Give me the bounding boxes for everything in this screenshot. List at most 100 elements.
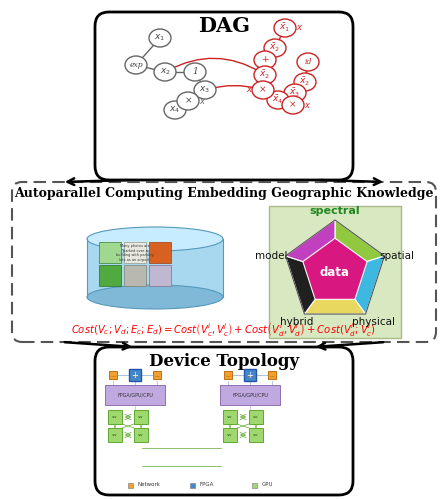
Text: physical: physical	[352, 317, 395, 327]
Text: sw: sw	[112, 415, 118, 419]
Bar	[109, 371, 117, 379]
Text: model: model	[255, 251, 288, 261]
Bar	[134, 428, 148, 442]
Text: sw: sw	[253, 433, 259, 437]
Bar	[131, 371, 139, 379]
Text: ×: ×	[259, 86, 267, 94]
Text: $\mathit{Cost}(V_c;V_d;E_c;E_d)=\mathit{Cost}\left(V_c^i,V_c^j\right)+\mathit{Co: $\mathit{Cost}(V_c;V_d;E_c;E_d)=\mathit{…	[72, 320, 376, 338]
Text: FPGA/GPU/CPU: FPGA/GPU/CPU	[117, 392, 153, 398]
Ellipse shape	[297, 53, 319, 71]
Bar	[249, 428, 263, 442]
Ellipse shape	[125, 56, 147, 74]
Ellipse shape	[154, 63, 176, 81]
Text: Network: Network	[138, 482, 161, 488]
Bar	[149, 242, 171, 263]
Text: ×: ×	[184, 96, 192, 106]
Text: sw: sw	[138, 433, 144, 437]
Bar	[269, 206, 401, 338]
Ellipse shape	[284, 84, 306, 102]
Text: spectral: spectral	[310, 206, 360, 216]
Ellipse shape	[294, 73, 316, 91]
FancyBboxPatch shape	[12, 182, 436, 342]
FancyBboxPatch shape	[95, 347, 353, 495]
Text: spatial: spatial	[379, 251, 414, 261]
Polygon shape	[335, 256, 384, 314]
Text: x: x	[246, 86, 251, 94]
Bar	[128, 482, 133, 488]
Text: x: x	[305, 100, 310, 110]
Ellipse shape	[149, 29, 171, 47]
Bar	[124, 242, 146, 263]
Bar	[223, 428, 237, 442]
Text: 1: 1	[192, 68, 198, 76]
FancyBboxPatch shape	[95, 12, 353, 180]
Text: $x_4$: $x_4$	[169, 105, 181, 116]
Text: Many photos are
parked over a
building with parking
lots as an airport.: Many photos are parked over a building w…	[116, 244, 154, 262]
Text: sw: sw	[227, 415, 233, 419]
Text: ×: ×	[289, 100, 297, 110]
Bar	[124, 265, 146, 286]
Text: FPGA: FPGA	[200, 482, 215, 488]
Bar	[244, 369, 256, 381]
Text: $x_1$: $x_1$	[155, 33, 165, 43]
Text: $\bar{x}_4$: $\bar{x}_4$	[272, 94, 284, 106]
Ellipse shape	[194, 81, 216, 99]
Ellipse shape	[177, 92, 199, 110]
Text: exp: exp	[129, 61, 143, 69]
Text: data: data	[320, 266, 350, 278]
Bar	[223, 410, 237, 424]
Bar	[224, 371, 232, 379]
Bar	[129, 369, 141, 381]
Bar	[99, 242, 121, 263]
Bar	[149, 265, 171, 286]
Ellipse shape	[282, 96, 304, 114]
Ellipse shape	[184, 63, 206, 81]
Ellipse shape	[164, 101, 186, 119]
Bar	[190, 482, 194, 488]
Text: $\bar{x}_2$: $\bar{x}_2$	[299, 76, 310, 88]
Text: $\bar{x}_2$: $\bar{x}_2$	[259, 69, 271, 81]
Text: +: +	[261, 56, 269, 64]
Ellipse shape	[252, 81, 274, 99]
Text: +: +	[246, 370, 254, 380]
Polygon shape	[335, 220, 384, 272]
Text: x: x	[297, 24, 302, 32]
Bar	[249, 410, 263, 424]
Text: sw: sw	[112, 433, 118, 437]
Text: Device Topology: Device Topology	[149, 352, 299, 370]
Bar	[108, 410, 122, 424]
Text: DAG: DAG	[198, 16, 250, 36]
Polygon shape	[285, 220, 335, 272]
Text: GPU: GPU	[262, 482, 273, 488]
Text: $x_2$: $x_2$	[159, 66, 171, 77]
Ellipse shape	[254, 51, 276, 69]
Bar	[220, 385, 280, 405]
Text: $\bar{x}_1$: $\bar{x}_1$	[280, 22, 291, 34]
Text: Autoparallel Computing Embedding Geographic Knowledge: Autoparallel Computing Embedding Geograp…	[14, 188, 434, 200]
Bar	[153, 371, 161, 379]
Bar	[246, 371, 254, 379]
Bar	[134, 410, 148, 424]
Ellipse shape	[87, 285, 223, 309]
Bar	[99, 265, 121, 286]
Text: sw: sw	[227, 433, 233, 437]
Text: sw: sw	[253, 415, 259, 419]
Text: sw: sw	[138, 415, 144, 419]
Text: $\bar{x}_3$: $\bar{x}_3$	[289, 87, 301, 99]
Polygon shape	[303, 238, 367, 300]
Ellipse shape	[274, 19, 296, 37]
Text: $\bar{x}_2$: $\bar{x}_2$	[270, 42, 280, 54]
Text: FPGA/GPU/CPU: FPGA/GPU/CPU	[232, 392, 268, 398]
Text: hybrid: hybrid	[280, 317, 313, 327]
Text: id: id	[304, 58, 312, 66]
Ellipse shape	[267, 91, 289, 109]
Polygon shape	[305, 272, 366, 314]
Text: $x_3$: $x_3$	[199, 84, 211, 95]
Polygon shape	[285, 256, 335, 314]
Bar	[87, 239, 223, 297]
Bar	[108, 428, 122, 442]
Bar	[105, 385, 165, 405]
Text: x: x	[199, 96, 204, 106]
Ellipse shape	[87, 227, 223, 251]
Bar	[268, 371, 276, 379]
